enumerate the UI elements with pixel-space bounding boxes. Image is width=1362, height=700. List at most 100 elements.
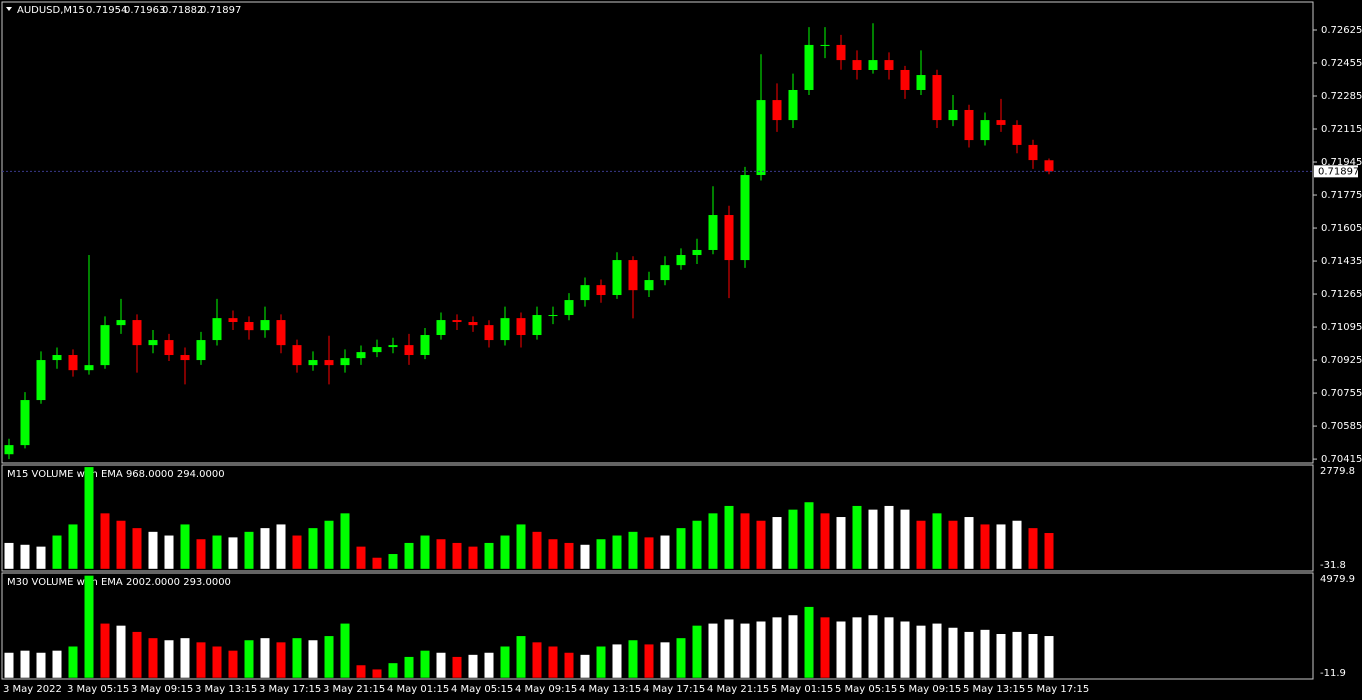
- volume-bar: [340, 513, 350, 569]
- y-tick-label: 4979.9: [1320, 574, 1355, 585]
- indicator-title: M15 VOLUME with EMA 968.0000 294.0000: [7, 469, 225, 480]
- candle-body: [228, 318, 238, 323]
- candle-body: [180, 355, 190, 361]
- y-tick-label: 0.71605: [1321, 223, 1362, 234]
- volume-bar: [500, 646, 510, 678]
- candle-body: [468, 322, 478, 326]
- candle-body: [724, 215, 734, 261]
- header-low: 0.71882: [162, 5, 203, 16]
- volume-bar: [996, 524, 1006, 569]
- volume-bar: [868, 615, 878, 678]
- candle-body: [276, 320, 286, 346]
- candle-body: [436, 320, 446, 336]
- y-tick-label: 0.71265: [1321, 289, 1362, 300]
- header-high: 0.71963: [124, 5, 165, 16]
- y-tick-label: 0.70415: [1321, 454, 1362, 465]
- volume-bar: [708, 623, 718, 678]
- volume-bar: [404, 656, 414, 678]
- candle-body: [20, 400, 30, 446]
- x-tick-label: 4 May 05:15: [451, 684, 513, 695]
- candle-body: [580, 285, 590, 301]
- y-tick-label: 0.72625: [1321, 25, 1362, 36]
- volume-bar: [596, 646, 606, 678]
- x-tick-label: 3 May 05:15: [67, 684, 129, 695]
- volume-bar: [884, 617, 894, 678]
- volume-bar: [244, 640, 254, 678]
- candle-body: [244, 322, 254, 331]
- volume-bar: [612, 644, 622, 678]
- volume-bar: [244, 531, 254, 569]
- volume-bar: [484, 652, 494, 678]
- volume-bar: [644, 537, 654, 569]
- candle-body: [644, 280, 654, 291]
- volume-bar: [52, 535, 62, 569]
- volume-bar: [20, 544, 30, 569]
- volume-bar: [964, 631, 974, 678]
- volume-bar: [692, 625, 702, 678]
- header-close: 0.71897: [200, 5, 241, 16]
- x-tick-label: 5 May 17:15: [1027, 684, 1089, 695]
- volume-bar: [900, 509, 910, 569]
- volume-bar: [404, 542, 414, 569]
- candle-body: [500, 318, 510, 341]
- volume-bar: [596, 539, 606, 569]
- symbol: AUDUSD,M15: [17, 5, 85, 16]
- volume-bar: [308, 528, 318, 569]
- volume-bar: [20, 650, 30, 678]
- volume-bar: [196, 539, 206, 569]
- volume-bar: [804, 502, 814, 569]
- y-tick-label: -31.8: [1320, 560, 1346, 571]
- y-tick-label: 0.71435: [1321, 256, 1362, 267]
- volume-bar: [452, 542, 462, 569]
- x-tick-label: 5 May 01:15: [771, 684, 833, 695]
- candle-body: [868, 60, 878, 70]
- volume-bar: [1028, 528, 1038, 569]
- x-tick-label: 3 May 21:15: [323, 684, 385, 695]
- candle-body: [916, 75, 926, 90]
- volume-bar: [148, 638, 158, 678]
- y-tick-label: 0.72115: [1321, 124, 1362, 135]
- volume-bar: [420, 535, 430, 569]
- volume-bar: [180, 638, 190, 678]
- menu-arrow[interactable]: [6, 7, 12, 11]
- volume-bar: [580, 654, 590, 678]
- volume-bar: [36, 546, 46, 569]
- volume-bar: [692, 520, 702, 569]
- volume-bar: [292, 638, 302, 678]
- candle-body: [484, 325, 494, 341]
- volume-bar: [84, 575, 94, 678]
- volume-bar: [276, 642, 286, 678]
- candle-body: [660, 265, 670, 281]
- candle-body: [996, 120, 1006, 125]
- volume-bar: [228, 537, 238, 569]
- volume-bar: [132, 528, 142, 569]
- candle-body: [260, 320, 270, 331]
- volume-bar: [820, 617, 830, 678]
- volume-bar: [836, 517, 846, 569]
- volume-bar: [180, 524, 190, 569]
- candle-body: [340, 358, 350, 366]
- volume-bar: [324, 636, 334, 678]
- candle-body: [452, 320, 462, 323]
- x-tick-label: 5 May 13:15: [963, 684, 1025, 695]
- volume-bar: [340, 623, 350, 678]
- y-tick-label: 0.72455: [1321, 58, 1362, 69]
- candle-body: [980, 120, 990, 141]
- volume-bar: [788, 509, 798, 569]
- candle-body: [372, 347, 382, 353]
- volume-bar: [84, 467, 94, 569]
- volume-bar: [756, 520, 766, 569]
- volume-bar: [996, 634, 1006, 678]
- candle-body: [36, 360, 46, 401]
- x-tick-label: 3 May 2022: [3, 684, 62, 695]
- y-tick-label: 0.71945: [1321, 157, 1362, 168]
- volume-bar: [628, 640, 638, 678]
- candle-body: [964, 109, 974, 141]
- price-tag: [1314, 165, 1358, 178]
- candle-body: [900, 69, 910, 90]
- candle-body: [292, 345, 302, 366]
- candle-body: [164, 340, 174, 356]
- candle-body: [740, 175, 750, 261]
- volume-bar: [948, 627, 958, 678]
- x-tick-label: 4 May 09:15: [515, 684, 577, 695]
